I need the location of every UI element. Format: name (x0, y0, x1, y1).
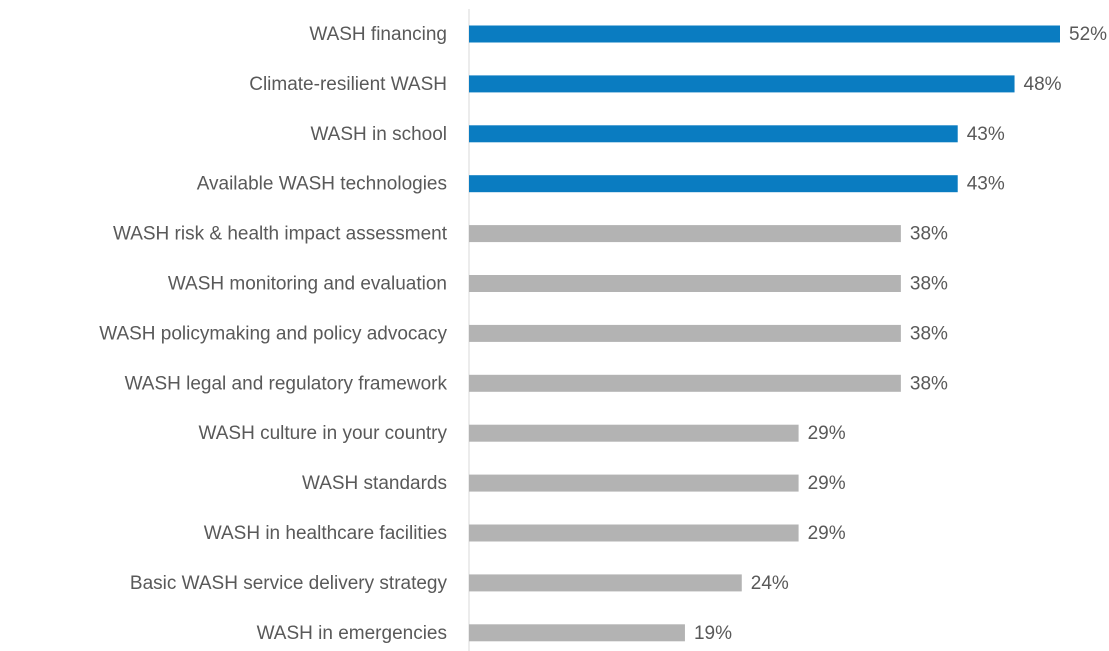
category-label: WASH monitoring and evaluation (168, 274, 447, 295)
bar (469, 474, 799, 492)
value-label: 24% (751, 573, 789, 594)
value-label: 19% (694, 623, 732, 644)
value-label: 43% (967, 124, 1005, 145)
bar (469, 125, 958, 143)
category-label: WASH in school (310, 124, 447, 145)
category-label: WASH policymaking and policy advocacy (99, 323, 447, 344)
bar (469, 324, 901, 342)
bar (469, 574, 742, 592)
value-label: 38% (910, 323, 948, 344)
bar (469, 275, 901, 292)
category-label: Basic WASH service delivery strategy (130, 573, 448, 594)
bar (469, 75, 1015, 93)
value-label: 29% (808, 523, 846, 544)
category-label: Available WASH technologies (197, 174, 447, 195)
bar (469, 25, 1060, 43)
bar (469, 225, 901, 243)
value-label: 43% (967, 174, 1005, 195)
category-label: WASH legal and regulatory framework (125, 373, 448, 394)
value-label: 29% (808, 473, 846, 494)
bar (469, 175, 958, 193)
bar (469, 424, 799, 442)
category-label: WASH financing (309, 24, 447, 45)
value-label: 52% (1069, 24, 1107, 45)
category-label: WASH standards (302, 473, 447, 494)
bar (469, 374, 901, 392)
value-label: 38% (910, 274, 948, 295)
category-label: WASH culture in your country (199, 423, 448, 444)
category-label: Climate-resilient WASH (249, 74, 447, 95)
category-label: WASH in healthcare facilities (204, 523, 447, 544)
category-label: WASH risk & health impact assessment (113, 224, 448, 245)
bar (469, 624, 685, 642)
category-label: WASH in emergencies (257, 623, 447, 644)
value-label: 38% (910, 373, 948, 394)
value-label: 38% (910, 224, 948, 245)
value-label: 48% (1024, 74, 1062, 95)
bar (469, 524, 799, 542)
value-label: 29% (808, 423, 846, 444)
